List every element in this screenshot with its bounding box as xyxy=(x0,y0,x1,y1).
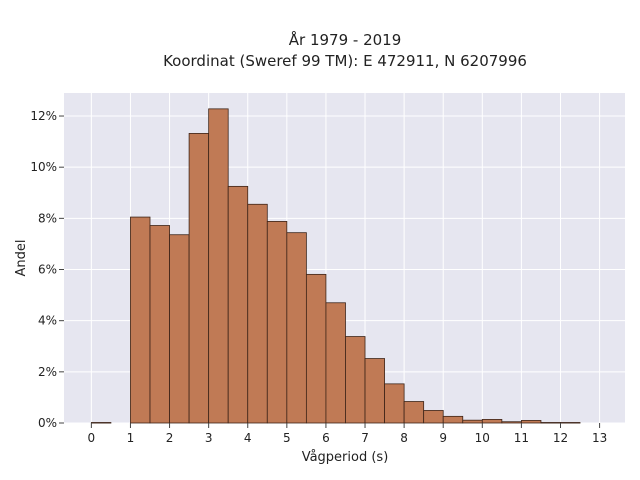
histogram-bar xyxy=(227,185,249,424)
histogram-bar xyxy=(540,422,561,424)
x-tick-label: 5 xyxy=(283,431,291,445)
histogram-bar xyxy=(521,420,542,424)
x-tick-label: 11 xyxy=(514,431,529,445)
histogram-bar xyxy=(149,225,170,424)
histogram-bar xyxy=(481,419,503,424)
y-tick-label: 6% xyxy=(38,263,57,277)
x-tick-label: 2 xyxy=(166,431,174,445)
x-tick-label: 0 xyxy=(88,431,96,445)
y-tick-label: 10% xyxy=(30,160,57,174)
chart-title-line-1: År 1979 - 2019 xyxy=(289,30,402,49)
histogram-bar xyxy=(560,422,581,424)
y-tick-label: 8% xyxy=(38,211,57,225)
y-tick-label: 12% xyxy=(30,109,57,123)
histogram-bar xyxy=(266,221,288,424)
y-tick-label: 4% xyxy=(38,314,57,328)
histogram-bar xyxy=(364,358,385,424)
histogram-bars xyxy=(90,108,581,424)
x-axis-label: Vågperiod (s) xyxy=(302,450,389,465)
histogram-bar xyxy=(188,133,210,424)
x-tick-label: 13 xyxy=(592,431,607,445)
x-tick-label: 8 xyxy=(400,431,408,445)
histogram-bar xyxy=(501,421,522,424)
x-tick-label: 12 xyxy=(553,431,568,445)
histogram-bar xyxy=(286,232,307,424)
histogram-bar xyxy=(325,302,346,424)
histogram-bar xyxy=(247,203,268,424)
x-tick-label: 6 xyxy=(322,431,330,445)
histogram-bar xyxy=(169,234,190,424)
chart-title-line-2: Koordinat (Sweref 99 TM): E 472911, N 62… xyxy=(163,52,527,70)
histogram-bar xyxy=(442,415,464,424)
x-tick-label: 4 xyxy=(244,431,252,445)
x-tick-label: 10 xyxy=(475,431,490,445)
x-tick-label: 1 xyxy=(127,431,135,445)
x-tick-label: 3 xyxy=(205,431,213,445)
histogram-bar xyxy=(90,422,112,424)
y-axis-label: Andel xyxy=(14,240,29,277)
histogram-bar xyxy=(462,419,483,424)
histogram-bar xyxy=(345,336,366,424)
x-tick-label: 7 xyxy=(361,431,369,445)
histogram-bar xyxy=(130,216,151,424)
y-tick-label: 0% xyxy=(38,416,57,430)
x-axis-ticks: 0 1 2 3 4 5 6 7 8 9 10 11 12 13 xyxy=(88,423,607,445)
histogram-bar xyxy=(423,410,444,424)
histogram-bar xyxy=(305,273,327,424)
histogram-bar xyxy=(208,108,229,424)
y-tick-label: 2% xyxy=(38,365,57,379)
histogram-bar xyxy=(384,383,405,424)
histogram-bar xyxy=(403,401,425,424)
y-axis-ticks: 0% 2% 4% 6% 8% 10% 12% xyxy=(30,109,64,430)
x-tick-label: 9 xyxy=(439,431,447,445)
